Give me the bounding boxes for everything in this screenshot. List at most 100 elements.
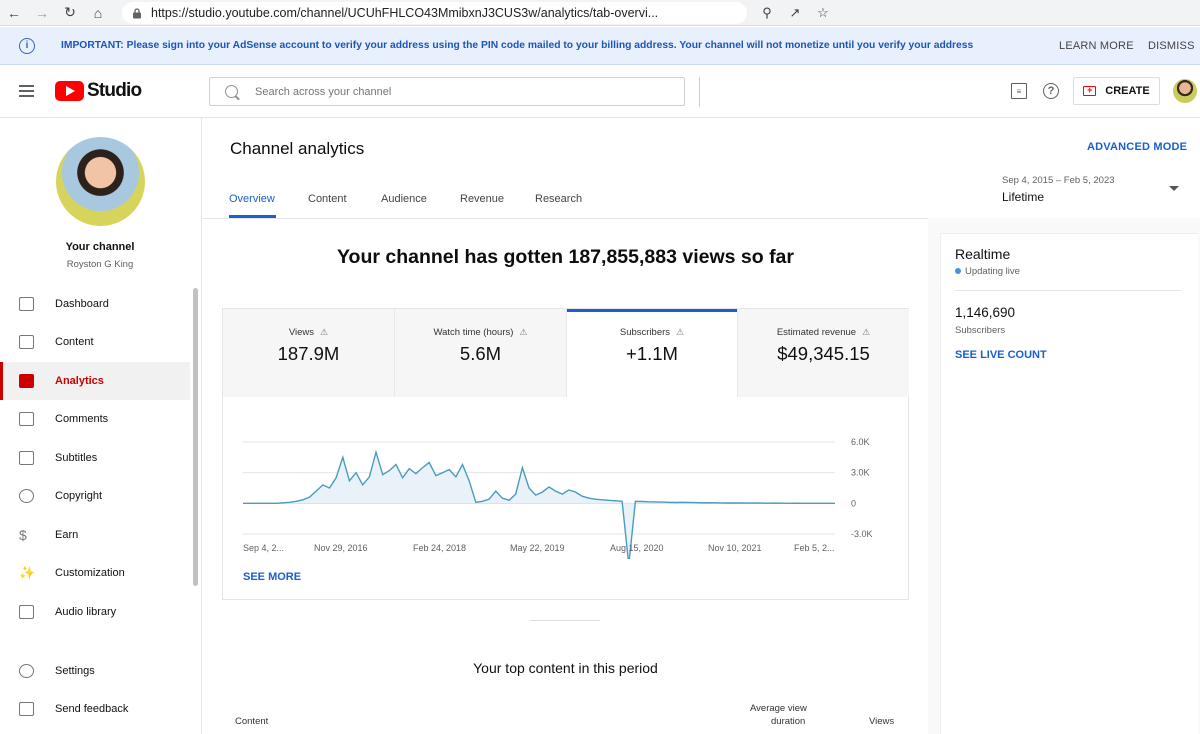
- header-divider: [699, 77, 700, 107]
- x-tick-label: May 22, 2019: [510, 543, 565, 553]
- tab-overview[interactable]: Overview: [229, 193, 275, 205]
- sidebar-item-content[interactable]: Content: [0, 323, 190, 361]
- x-tick-label: Nov 29, 2016: [314, 543, 368, 553]
- sidebar-item-label: Customization: [55, 567, 125, 579]
- help-icon[interactable]: ?: [1043, 83, 1059, 99]
- date-range-picker[interactable]: Sep 4, 2015 – Feb 5, 2023 Lifetime: [1002, 175, 1115, 204]
- copyright-icon: [19, 489, 34, 503]
- audio-library-icon: [19, 605, 34, 619]
- create-button[interactable]: + CREATE: [1073, 77, 1160, 105]
- sidebar-item-label: Send feedback: [55, 703, 129, 715]
- sidebar-item-audio-library[interactable]: Audio library: [0, 593, 190, 631]
- info-icon: i: [19, 37, 35, 54]
- zoom-icon[interactable]: ⚲: [762, 4, 772, 20]
- sidebar-scrollbar[interactable]: [193, 288, 198, 586]
- metric-value: 187.9M: [277, 343, 340, 364]
- metric-value: +1.1M: [626, 343, 678, 364]
- metric-revenue[interactable]: Estimated revenue ⚠ $49,345.15: [738, 309, 909, 397]
- advanced-mode-button[interactable]: ADVANCED MODE: [1087, 141, 1188, 153]
- sidebar-item-copyright[interactable]: Copyright: [0, 477, 190, 515]
- warning-icon: ⚠: [862, 327, 871, 337]
- channel-avatar[interactable]: [56, 137, 145, 226]
- sidebar-item-comments[interactable]: Comments: [0, 400, 190, 438]
- forward-arrow-icon[interactable]: →: [35, 4, 49, 21]
- live-dot-icon: [955, 268, 961, 274]
- tab-revenue[interactable]: Revenue: [460, 193, 505, 205]
- youtube-logo-icon: [55, 81, 84, 101]
- sidebar-item-subtitles[interactable]: Subtitles: [0, 439, 190, 477]
- realtime-status: Updating live: [955, 266, 1020, 277]
- x-tick-label: Feb 5, 2...: [794, 543, 835, 553]
- chart-series-line[interactable]: [243, 449, 835, 559]
- lock-icon: [132, 7, 142, 18]
- realtime-count-label: Subscribers: [955, 325, 1006, 336]
- realtime-count: 1,146,690: [955, 305, 1016, 320]
- reload-icon[interactable]: ↻: [64, 4, 76, 20]
- table-header-avg-duration-line1: Average view: [750, 703, 807, 714]
- metric-value: 5.6M: [459, 343, 502, 364]
- tab-content[interactable]: Content: [308, 193, 347, 205]
- url-text: https://studio.youtube.com/channel/UCUhF…: [151, 5, 659, 20]
- browser-toolbar: ← → ↻ ⌂ https://studio.youtube.com/chann…: [0, 0, 1200, 26]
- channel-title: Your channel: [65, 241, 135, 253]
- sidebar-item-label: Comments: [55, 413, 109, 425]
- studio-logo[interactable]: Studio: [55, 80, 142, 102]
- subscribers-chart[interactable]: 6.0K 3.0K 0 -3.0K Sep 4, 2... Nov 29, 2016 Feb…: [223, 309, 910, 559]
- sidebar-item-settings[interactable]: Settings: [0, 652, 190, 690]
- dropdown-caret-icon[interactable]: [1169, 186, 1179, 191]
- table-header-content: Content: [235, 716, 269, 727]
- sidebar: Your channel Royston G King Dashboard Co…: [0, 118, 202, 734]
- search-box[interactable]: [209, 77, 685, 106]
- metric-views[interactable]: Views ⚠ 187.9M: [223, 309, 395, 397]
- x-tick-label: Sep 4, 2...: [243, 543, 284, 553]
- feedback-icon[interactable]: ≡: [1011, 83, 1027, 99]
- date-range-label: Lifetime: [1002, 190, 1045, 204]
- logo-text: Studio: [87, 80, 142, 101]
- x-tick-label: Nov 10, 2021: [708, 543, 762, 553]
- sidebar-item-analytics[interactable]: Analytics: [0, 362, 190, 400]
- see-live-count-link[interactable]: SEE LIVE COUNT: [955, 349, 1047, 361]
- warning-icon: ⚠: [320, 327, 329, 337]
- search-input[interactable]: [255, 85, 655, 98]
- realtime-status-text: Updating live: [965, 266, 1020, 277]
- y-tick-label: 3.0K: [851, 468, 870, 478]
- account-avatar[interactable]: [1173, 79, 1197, 103]
- create-label: CREATE: [1105, 85, 1150, 97]
- sidebar-item-dashboard[interactable]: Dashboard: [0, 285, 190, 323]
- earn-icon: $: [19, 527, 27, 543]
- tabs-divider: [203, 218, 928, 219]
- sidebar-item-label: Audio library: [55, 606, 117, 618]
- sidebar-item-send-feedback[interactable]: Send feedback: [0, 690, 190, 728]
- metric-label: Estimated revenue: [776, 327, 857, 338]
- banner-text: IMPORTANT: Please sign into your AdSense…: [61, 40, 974, 51]
- back-arrow-icon[interactable]: ←: [7, 4, 21, 21]
- x-tick-label: Feb 24, 2018: [413, 543, 466, 553]
- metric-label: Watch time (hours): [433, 327, 514, 338]
- tab-audience[interactable]: Audience: [381, 193, 427, 205]
- subtitles-icon: [19, 451, 34, 465]
- warning-icon: ⚠: [676, 327, 685, 337]
- sidebar-item-label: Copyright: [55, 490, 103, 502]
- analytics-icon: [19, 374, 34, 388]
- tab-research[interactable]: Research: [535, 193, 583, 205]
- dismiss-button[interactable]: DISMISS: [1148, 40, 1195, 52]
- metric-value: $49,345.15: [777, 343, 870, 364]
- feedback-icon: [19, 702, 34, 716]
- see-more-link[interactable]: SEE MORE: [243, 571, 302, 583]
- sidebar-item-label: Earn: [55, 529, 79, 541]
- bookmark-star-icon[interactable]: ☆: [817, 4, 829, 20]
- menu-icon[interactable]: [19, 85, 34, 97]
- metric-subscribers[interactable]: Subscribers ⚠ +1.1M: [567, 309, 738, 397]
- sidebar-item-customization[interactable]: ✨ Customization: [0, 554, 190, 592]
- metric-watch-time[interactable]: Watch time (hours) ⚠ 5.6M: [395, 309, 567, 397]
- learn-more-button[interactable]: LEARN MORE: [1059, 40, 1134, 52]
- table-header-views[interactable]: Views: [869, 716, 895, 727]
- home-icon[interactable]: ⌂: [93, 4, 103, 21]
- sidebar-item-label: Subtitles: [55, 452, 98, 464]
- address-bar[interactable]: https://studio.youtube.com/channel/UCUhF…: [122, 1, 747, 24]
- share-icon[interactable]: ↗: [789, 4, 801, 20]
- sidebar-item-label: Settings: [55, 665, 95, 677]
- realtime-divider: [955, 290, 1181, 291]
- top-content-title: Your top content in this period: [473, 660, 658, 676]
- sidebar-item-earn[interactable]: $ Earn: [0, 516, 190, 554]
